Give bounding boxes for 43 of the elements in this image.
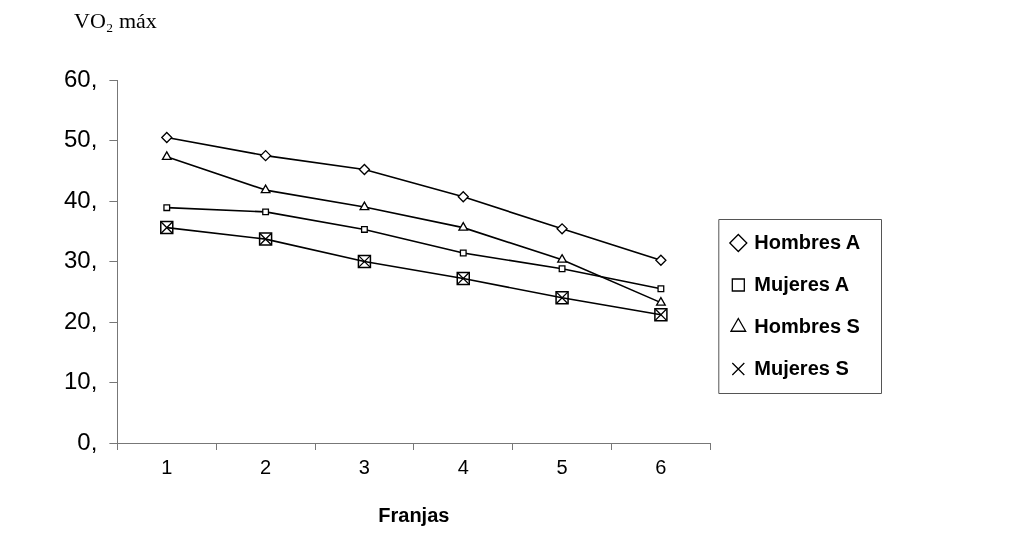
- point: [458, 221, 469, 231]
- point: [655, 296, 666, 306]
- x-tick-label: 5: [556, 455, 568, 478]
- point: [456, 271, 470, 286]
- x-tick-label: 6: [655, 455, 667, 478]
- point: [161, 131, 173, 144]
- point: [357, 254, 372, 269]
- x-tick-label: 3: [358, 455, 370, 478]
- y-tick-label: 20,: [63, 306, 98, 334]
- x-tick-label: 4: [457, 455, 469, 478]
- y-tick-label: 0,: [77, 427, 98, 455]
- point: [360, 225, 368, 233]
- x-axis-title: Franjas: [378, 503, 450, 526]
- y-tick-label: 10,: [63, 367, 98, 395]
- legend-label: Hombres S: [754, 314, 860, 337]
- point: [359, 201, 370, 211]
- y-axis-title: VO₂ máx: [74, 8, 157, 34]
- point: [558, 265, 566, 273]
- point: [657, 285, 665, 293]
- point: [654, 307, 668, 322]
- legend-label: Hombres A: [754, 230, 861, 253]
- point: [457, 191, 469, 203]
- point: [259, 149, 272, 162]
- y-tick-label: 30,: [63, 246, 98, 274]
- point: [258, 232, 273, 246]
- point: [160, 220, 174, 235]
- point: [358, 163, 371, 176]
- point: [459, 249, 467, 257]
- point: [557, 254, 568, 263]
- x-tick-label: 1: [161, 455, 173, 478]
- y-tick-label: 50,: [63, 125, 98, 153]
- y-tick-label: 60,: [63, 64, 98, 92]
- point: [260, 184, 271, 194]
- point: [555, 291, 569, 305]
- point: [262, 208, 270, 216]
- point: [655, 254, 667, 266]
- x-tick-label: 2: [260, 455, 272, 478]
- point: [163, 204, 171, 212]
- point: [556, 223, 568, 235]
- y-tick-label: 40,: [63, 185, 98, 213]
- legend-label: Mujeres S: [754, 356, 849, 379]
- legend-label: Mujeres A: [754, 272, 850, 295]
- point: [161, 151, 172, 160]
